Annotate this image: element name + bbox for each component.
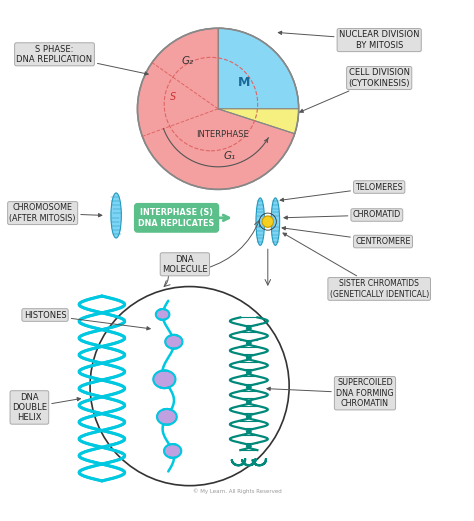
Text: G₁: G₁	[224, 151, 236, 161]
Ellipse shape	[165, 335, 182, 349]
Circle shape	[262, 216, 273, 227]
Text: DNA
DOUBLE
HELIX: DNA DOUBLE HELIX	[12, 392, 81, 423]
Text: DNA
MOLECULE: DNA MOLECULE	[162, 255, 208, 274]
Text: TELOMERES: TELOMERES	[280, 182, 403, 202]
Text: INTERPHASE: INTERPHASE	[196, 130, 249, 140]
Circle shape	[90, 287, 289, 486]
Text: SUPERCOILED
DNA FORMING
CHROMATIN: SUPERCOILED DNA FORMING CHROMATIN	[267, 378, 394, 408]
Text: S: S	[170, 92, 176, 102]
Text: CELL DIVISION
(CYTOKINESIS): CELL DIVISION (CYTOKINESIS)	[300, 68, 410, 113]
Ellipse shape	[256, 198, 264, 245]
Text: SISTER CHROMATIDS
(GENETICALLY IDENTICAL): SISTER CHROMATIDS (GENETICALLY IDENTICAL…	[283, 233, 429, 299]
Text: G₂: G₂	[181, 56, 193, 66]
Polygon shape	[218, 28, 299, 109]
Ellipse shape	[111, 193, 121, 238]
Ellipse shape	[271, 198, 280, 245]
Ellipse shape	[157, 409, 177, 425]
FancyBboxPatch shape	[135, 204, 219, 232]
Text: CENTROMERE: CENTROMERE	[282, 227, 411, 246]
Text: S PHASE:
DNA REPLICATION: S PHASE: DNA REPLICATION	[17, 45, 148, 75]
Ellipse shape	[153, 371, 175, 388]
Text: INTERPHASE (S)
DNA REPLICATES: INTERPHASE (S) DNA REPLICATES	[138, 208, 215, 228]
Ellipse shape	[164, 444, 181, 457]
Text: HISTONES: HISTONES	[24, 311, 150, 330]
Text: M: M	[238, 76, 250, 89]
Ellipse shape	[137, 28, 299, 190]
Text: CHROMOSOME
(AFTER MITOSIS): CHROMOSOME (AFTER MITOSIS)	[9, 203, 102, 223]
Text: CHROMATID: CHROMATID	[284, 210, 401, 219]
Text: NUCLEAR DIVISION
BY MITOSIS: NUCLEAR DIVISION BY MITOSIS	[278, 30, 419, 50]
Ellipse shape	[156, 309, 169, 320]
Polygon shape	[218, 109, 299, 134]
Text: © My Learn. All Rights Reserved: © My Learn. All Rights Reserved	[192, 488, 282, 494]
